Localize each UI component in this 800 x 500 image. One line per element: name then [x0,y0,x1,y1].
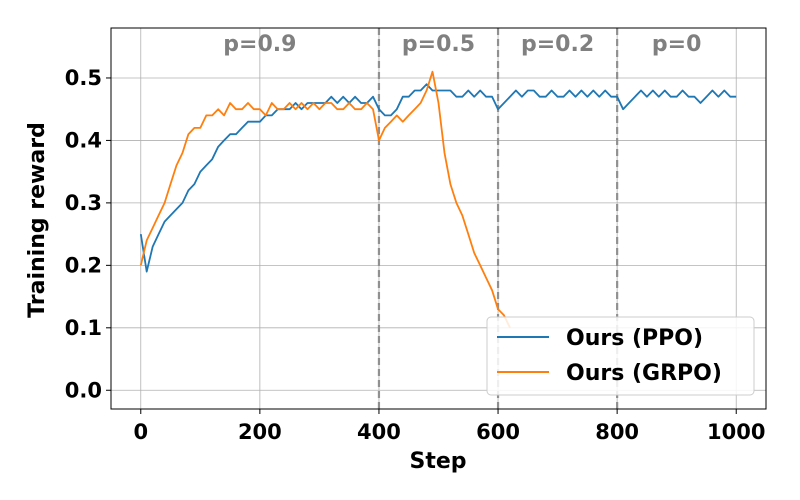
x-ticks: 0 200 400 600 800 1000 [133,409,765,444]
series-lines [139,70,737,329]
phase-label: p=0.5 [402,32,475,57]
legend-box [486,316,755,396]
y-tick-label: 0.5 [65,66,102,90]
phase-label: p=0.2 [521,32,594,57]
series-line-ppo [139,83,737,273]
x-tick-label: 1000 [707,420,765,444]
x-tick-label: 800 [595,420,639,444]
x-tick-label: 400 [357,420,401,444]
series-line-grpo [139,70,511,329]
y-axis-label: Training reward [25,122,50,318]
y-tick-label: 0.0 [65,378,102,402]
x-axis-label: Step [409,449,466,474]
phase-labels: p=0.9 p=0.5 p=0.2 p=0 [223,32,701,57]
y-tick-label: 0.4 [65,128,102,152]
phase-label: p=0.9 [223,32,296,57]
legend-label-ppo: Ours (PPO) [566,326,703,351]
x-tick-label: 0 [133,420,148,444]
y-tick-label: 0.3 [65,191,102,215]
phase-label: p=0 [652,32,702,57]
x-tick-label: 200 [238,420,282,444]
y-ticks: 0.0 0.1 0.2 0.3 0.4 0.5 [65,66,111,402]
x-tick-label: 600 [476,420,520,444]
phase-boundaries [377,28,619,409]
plot-frame [110,27,767,410]
legend-label-grpo: Ours (GRPO) [566,361,722,386]
y-tick-label: 0.1 [65,316,102,340]
legend: Ours (PPO) Ours (GRPO) [486,316,755,396]
y-tick-label: 0.2 [65,253,102,277]
